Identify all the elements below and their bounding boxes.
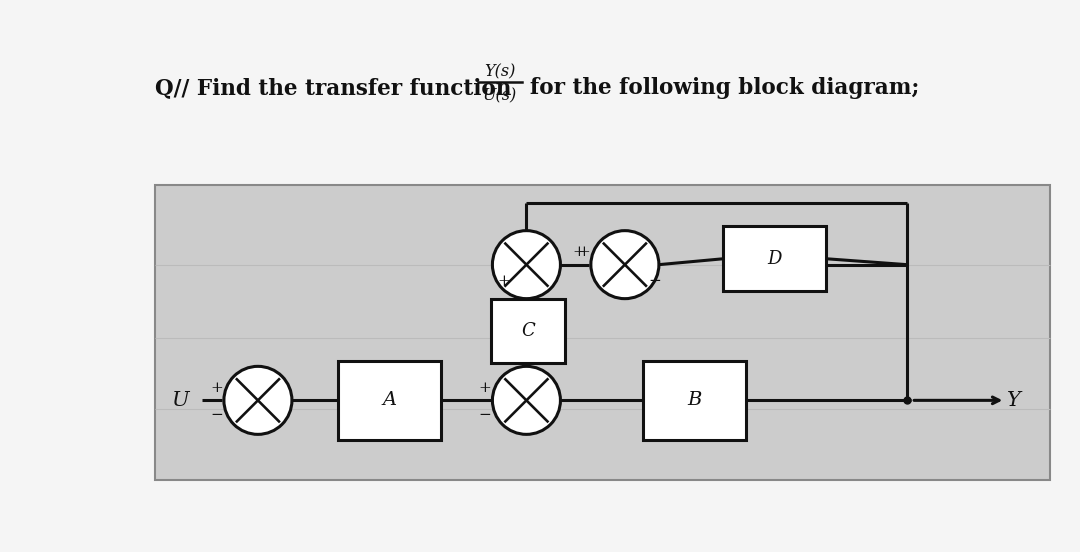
Text: −: − <box>211 408 222 422</box>
Text: −: − <box>478 408 491 422</box>
Text: A: A <box>383 391 397 410</box>
Text: C: C <box>521 322 535 340</box>
Bar <box>156 185 1050 480</box>
Text: +: + <box>572 245 585 259</box>
Circle shape <box>224 367 292 434</box>
Circle shape <box>492 231 561 299</box>
Text: Y(s): Y(s) <box>484 63 515 81</box>
Text: +: + <box>211 381 222 395</box>
Bar <box>724 226 826 291</box>
Bar <box>490 299 565 363</box>
Text: +: + <box>478 381 491 395</box>
Bar <box>338 360 442 440</box>
Text: U: U <box>172 391 189 410</box>
Bar <box>643 360 745 440</box>
Text: U(s): U(s) <box>483 88 517 104</box>
Text: D: D <box>768 250 782 268</box>
Text: −: − <box>649 274 661 288</box>
Text: for the following block diagram;: for the following block diagram; <box>530 77 919 99</box>
Text: Q// Find the transfer function: Q// Find the transfer function <box>156 77 511 99</box>
Text: Y: Y <box>1008 391 1021 410</box>
Circle shape <box>492 367 561 434</box>
Circle shape <box>591 231 659 299</box>
Text: +: + <box>498 274 510 288</box>
Text: +: + <box>577 245 590 259</box>
Text: B: B <box>687 391 701 410</box>
